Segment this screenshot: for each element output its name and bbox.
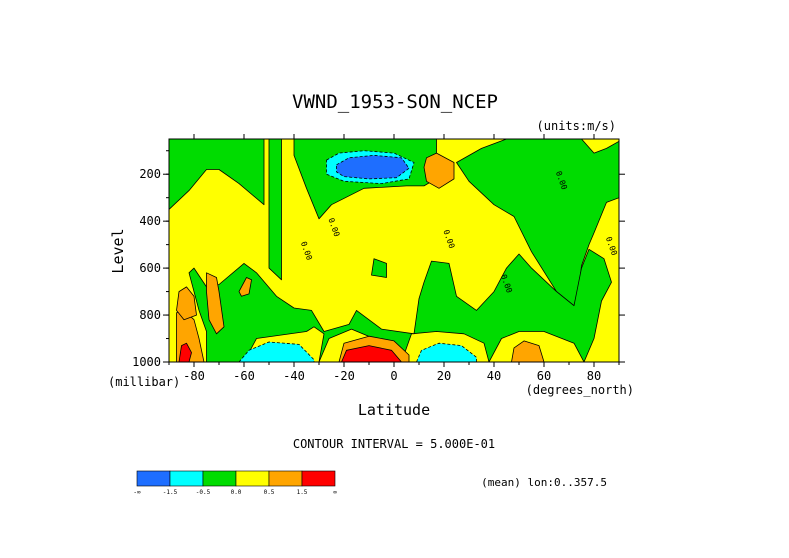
legend-swatch bbox=[268, 470, 303, 487]
y-tick-label: 800 bbox=[139, 308, 161, 322]
contour-region-cyan bbox=[238, 341, 315, 362]
contour-region-green bbox=[169, 139, 282, 281]
x-tick-label: -40 bbox=[283, 369, 305, 383]
x-axis-ticks: -80 -60 -40 -20 0 20 40 60 80 bbox=[168, 134, 620, 383]
contour-region-blue bbox=[336, 154, 410, 180]
y-tick-label: 1000 bbox=[132, 355, 161, 369]
legend-label: -1.5 bbox=[163, 489, 178, 496]
legend-label: ∞ bbox=[333, 489, 337, 496]
contour-region-orange bbox=[238, 277, 252, 297]
legend-swatch bbox=[136, 470, 171, 487]
legend-label: 0.5 bbox=[264, 489, 275, 496]
x-tick-label: -80 bbox=[183, 369, 205, 383]
legend-label: 1.5 bbox=[297, 489, 308, 496]
y-tick-label: 600 bbox=[139, 261, 161, 275]
legend-swatch bbox=[235, 470, 270, 487]
legend-label: -0.5 bbox=[196, 489, 211, 496]
x-axis-label: Latitude bbox=[358, 401, 430, 419]
color-legend: -∞ -1.5 -0.5 0.0 0.5 1.5 ∞ bbox=[133, 470, 337, 496]
x-tick-label: -60 bbox=[233, 369, 255, 383]
y-axis-label: Level bbox=[109, 228, 127, 273]
y-units-label: (millibar) bbox=[108, 375, 180, 389]
x-tick-label: -20 bbox=[333, 369, 355, 383]
contour-region-green bbox=[371, 258, 387, 278]
plot-area: 0.000.000.000.000.000.00 bbox=[168, 138, 620, 363]
legend-swatch bbox=[169, 470, 204, 487]
contour-region-green bbox=[456, 139, 619, 307]
legend-label: -∞ bbox=[133, 489, 141, 496]
units-label: (units:m/s) bbox=[537, 119, 616, 133]
contour-region-red bbox=[178, 342, 192, 362]
contour-region-orange bbox=[511, 340, 545, 362]
legend-label: 0.0 bbox=[231, 489, 242, 496]
contour-region-red bbox=[341, 345, 402, 362]
mean-text: (mean) lon:0..357.5 bbox=[481, 476, 607, 489]
contour-region-orange bbox=[423, 152, 455, 189]
contour-interval-text: CONTOUR INTERVAL = 5.000E-01 bbox=[293, 437, 495, 451]
legend-swatch bbox=[202, 470, 237, 487]
y-tick-label: 400 bbox=[139, 214, 161, 228]
contour-region-green bbox=[188, 248, 612, 362]
x-tick-label: 80 bbox=[587, 369, 601, 383]
y-tick-label: 200 bbox=[139, 167, 161, 181]
contour-regions bbox=[169, 139, 619, 362]
x-tick-label: 20 bbox=[437, 369, 451, 383]
contour-region-orange bbox=[176, 286, 197, 321]
chart-title: VWND_1953-SON_NCEP bbox=[292, 91, 498, 113]
contour-region-green bbox=[169, 139, 265, 210]
contour-region-orange bbox=[206, 272, 225, 335]
legend-swatch bbox=[301, 470, 336, 487]
x-tick-label: 0 bbox=[390, 369, 397, 383]
y-axis-ticks: 200 400 600 800 1000 bbox=[132, 150, 625, 369]
x-tick-label: 60 bbox=[537, 369, 551, 383]
x-tick-label: 40 bbox=[487, 369, 501, 383]
x-units-label: (degrees_north) bbox=[526, 383, 634, 397]
contour-region-cyan bbox=[416, 342, 477, 362]
